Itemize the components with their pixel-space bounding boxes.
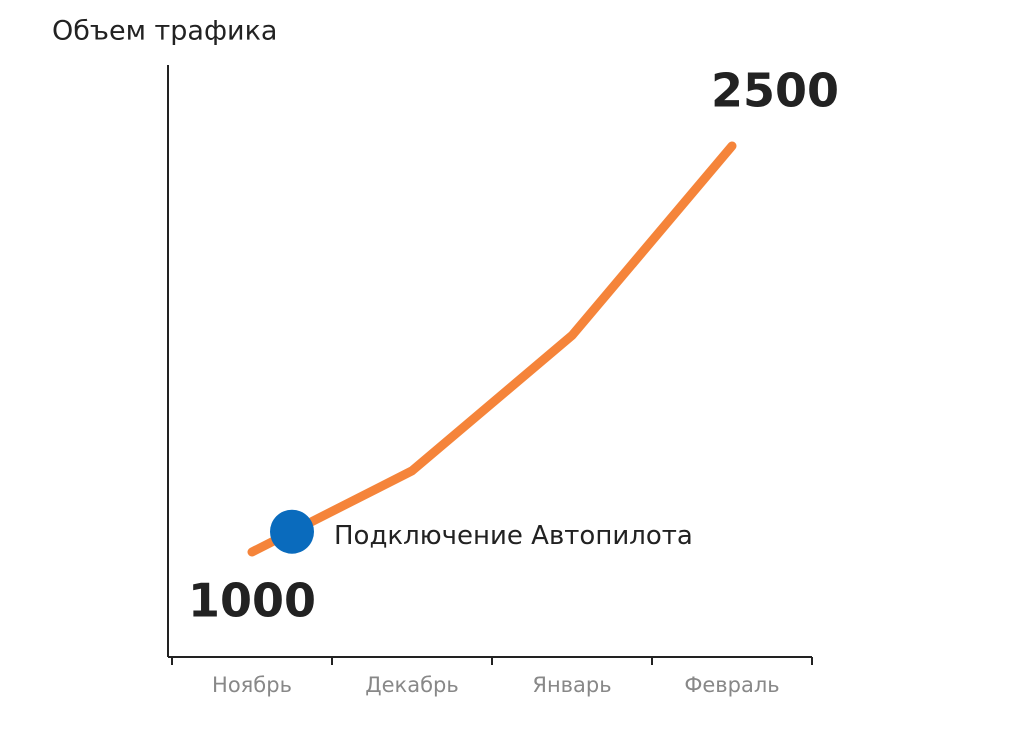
data-label: 1000 bbox=[188, 574, 316, 628]
annotation: Подключение Автопилота bbox=[334, 521, 693, 551]
x-tick-label: Февраль bbox=[684, 673, 779, 697]
x-tick-label: Декабрь bbox=[365, 673, 459, 697]
y-axis-label: Объем трафика bbox=[52, 16, 277, 47]
line bbox=[247, 141, 737, 557]
x-tick-label: Январь bbox=[532, 673, 611, 697]
data-label: 2500 bbox=[711, 64, 839, 118]
x-tick-label: Ноябрь bbox=[212, 673, 292, 697]
annotation-marker bbox=[270, 509, 314, 554]
